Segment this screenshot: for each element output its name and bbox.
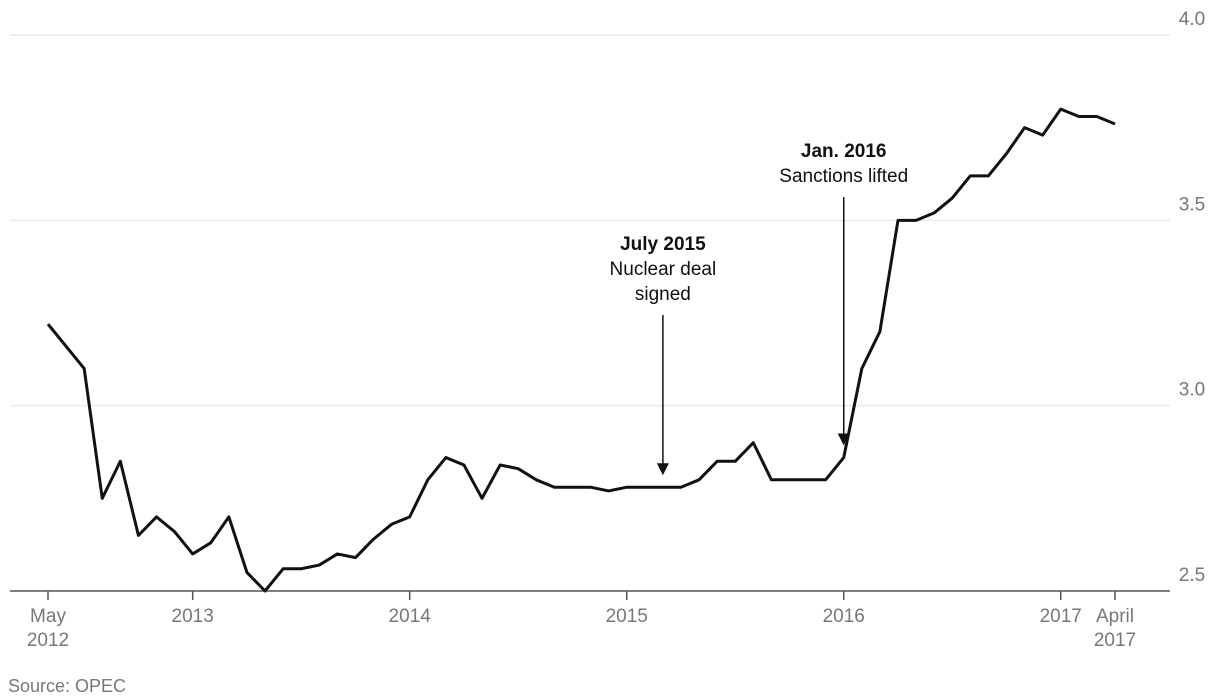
x-tick-label: May 2012 <box>26 606 70 651</box>
x-tick-label: 2017 <box>1039 606 1082 627</box>
x-tick-label: 2015 <box>605 606 648 627</box>
x-tick-label: 2013 <box>171 606 214 627</box>
annotation-title: July 2015 <box>620 234 706 255</box>
line <box>46 107 1116 593</box>
annotation: Jan. 2016 Sanctions lifted <box>754 139 934 189</box>
y-tick-label: 3.0 <box>1179 380 1205 401</box>
y-tick-label: 4.0 <box>1179 9 1205 30</box>
source: Source: OPEC <box>8 676 127 696</box>
annotation-text: Nuclear deal signed <box>609 259 717 305</box>
x-tick-label: April 2017 <box>1093 606 1137 651</box>
annotation-title: Jan. 2016 <box>800 141 887 162</box>
arrow-head <box>837 433 850 446</box>
annotation: July 2015 Nuclear deal signed <box>573 232 753 307</box>
y-tick-label: 3.5 <box>1179 194 1205 215</box>
x-tick-label: 2014 <box>388 606 431 627</box>
arrow-head <box>656 463 669 476</box>
y-tick-label: 2.5 <box>1179 565 1205 586</box>
x-tick-label: 2016 <box>822 606 865 627</box>
annotation-text: Sanctions lifted <box>779 166 909 187</box>
